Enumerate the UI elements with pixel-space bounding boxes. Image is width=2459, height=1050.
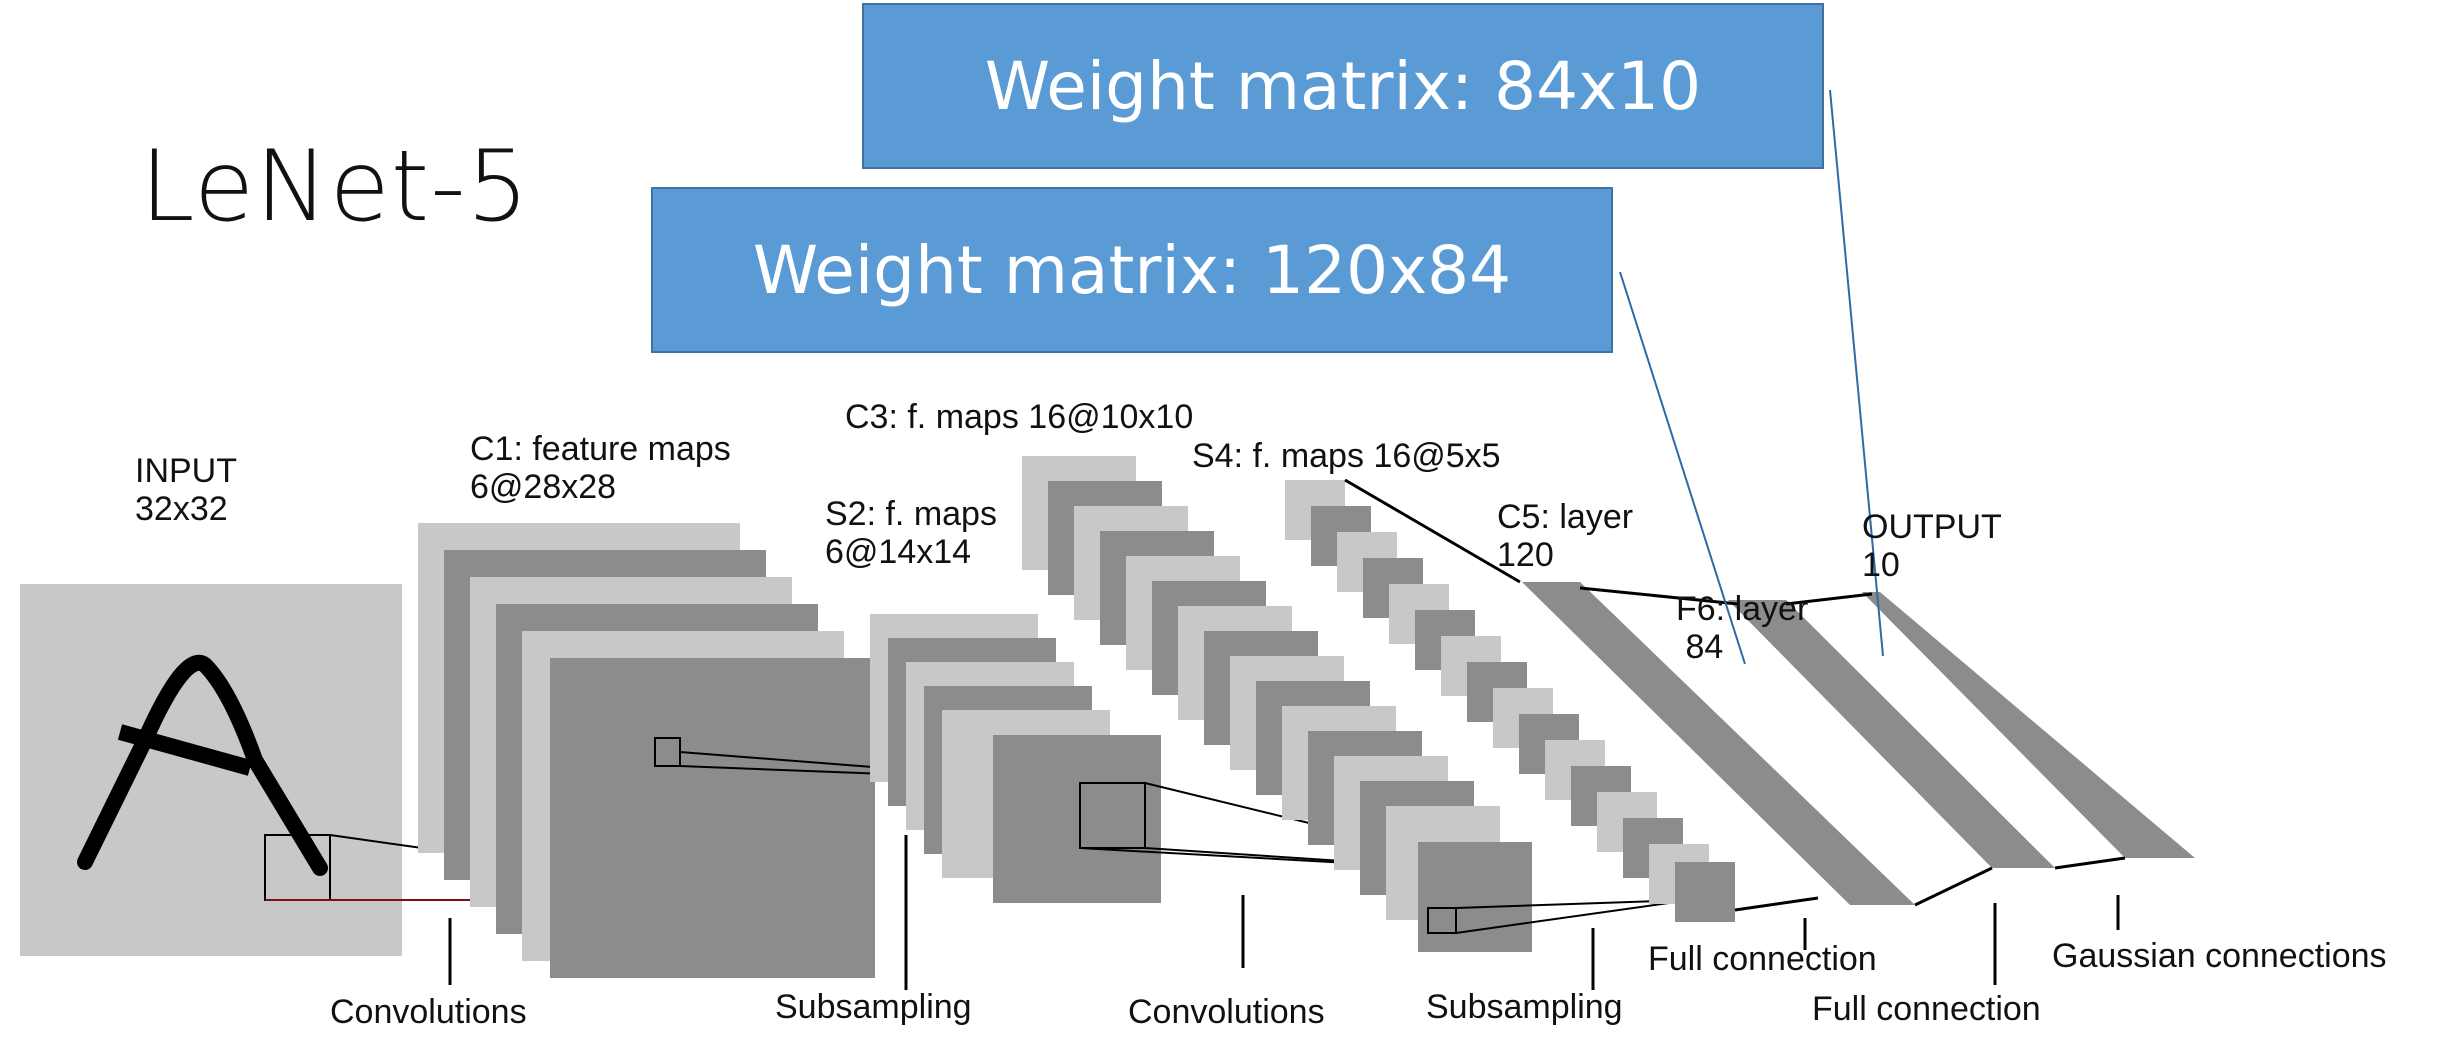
slide-title: LeNet-5 xyxy=(140,130,530,244)
c3-map-16 xyxy=(1418,842,1532,952)
s4-map-16 xyxy=(1675,862,1735,922)
full-connection-label-2: Full connection xyxy=(1812,990,2041,1028)
input-label: INPUT 32x32 xyxy=(135,452,237,528)
c1-map-6 xyxy=(550,658,875,978)
weight-matrix-120x84-callout: Weight matrix: 120x84 xyxy=(651,187,1613,353)
convolutions-label-1: Convolutions xyxy=(330,993,527,1031)
c3-receptive-field xyxy=(1427,907,1457,934)
input-letter-a-crossbar xyxy=(117,724,253,776)
input-letter-a xyxy=(77,655,328,876)
output-layer-bar xyxy=(1862,592,2195,858)
c1-label: C1: feature maps 6@28x28 xyxy=(470,430,731,506)
convolutions-label-2: Convolutions xyxy=(1128,993,1325,1031)
c3-label: C3: f. maps 16@10x10 xyxy=(845,398,1194,436)
callout-84x10-pointer xyxy=(1829,89,1884,657)
s2-map-6 xyxy=(993,735,1161,903)
f6-layer-bar xyxy=(1728,600,2055,868)
input-image xyxy=(20,584,402,956)
subsampling-label-1: Subsampling xyxy=(775,988,972,1026)
s4-label: S4: f. maps 16@5x5 xyxy=(1192,437,1501,475)
callout-120x84-pointer xyxy=(1619,271,1746,665)
gaussian-connections-label: Gaussian connections xyxy=(2052,937,2387,975)
subsampling-label-2: Subsampling xyxy=(1426,988,1623,1026)
s2-receptive-field xyxy=(1079,782,1146,849)
s4-feature-maps xyxy=(1285,480,1735,922)
output-label: OUTPUT 10 xyxy=(1862,508,2002,584)
s2-label: S2: f. maps 6@14x14 xyxy=(825,495,997,571)
f6-label: F6: layer 84 xyxy=(1676,590,1809,666)
c5-layer-bar xyxy=(1522,582,1915,905)
weight-matrix-84x10-callout: Weight matrix: 84x10 xyxy=(862,3,1824,169)
full-connection-label-1: Full connection xyxy=(1648,940,1877,978)
c5-label: C5: layer 120 xyxy=(1497,498,1634,574)
